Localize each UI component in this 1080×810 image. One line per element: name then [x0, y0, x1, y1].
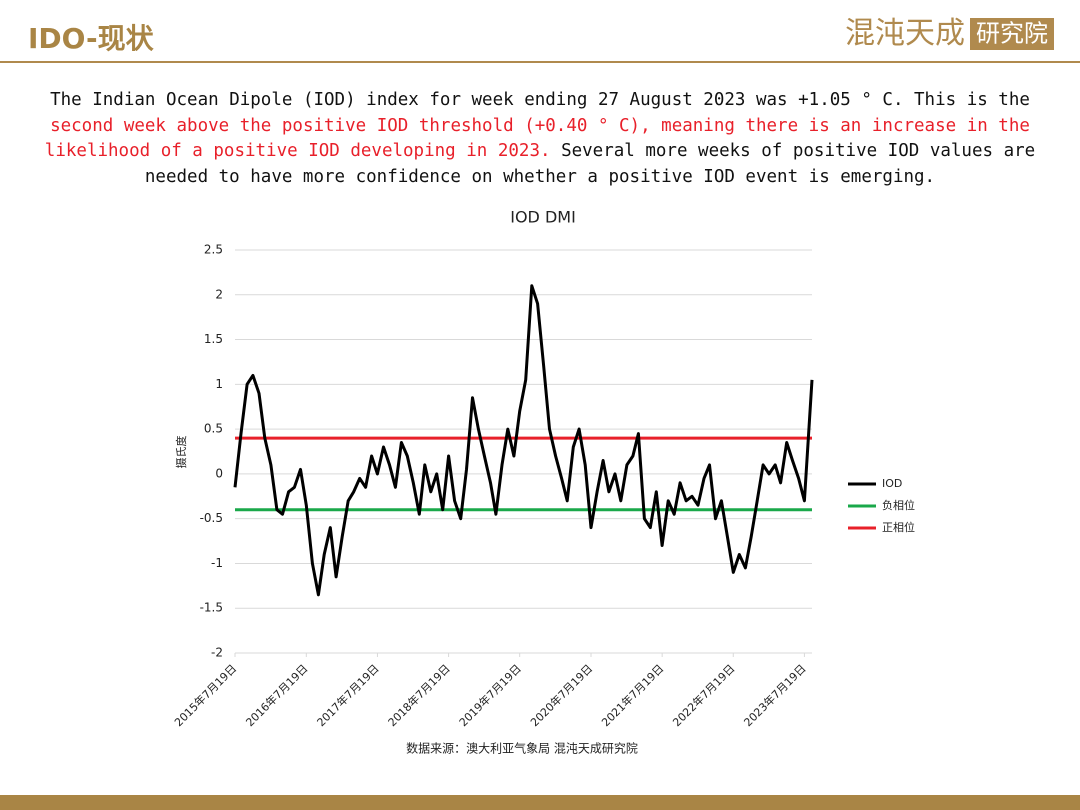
header-title: IDO-现状: [28, 22, 155, 55]
description: The Indian Ocean Dipole (IOD) index for …: [40, 88, 1040, 190]
x-tick-label: 2019年7月19日: [456, 661, 524, 729]
x-tick-label: 2016年7月19日: [243, 661, 311, 729]
text-segment: Several more weeks of positive IOD value…: [144, 141, 1036, 187]
x-tick-label: 2023年7月19日: [741, 661, 809, 729]
y-tick-label: 1: [215, 377, 223, 391]
x-tick-label: 2021年7月19日: [599, 661, 667, 729]
source: 数据来源：澳大利亚气象局 混沌天成研究院: [406, 741, 638, 756]
logo: 混沌天成: [845, 16, 965, 51]
chart-title: IOD DMI: [510, 208, 576, 227]
logo-box: [970, 18, 1054, 50]
y-tick-label: 2: [215, 287, 223, 301]
legend-label: IOD: [882, 477, 902, 490]
y-tick-label: 0.5: [204, 422, 223, 436]
text-segment: The Indian Ocean Dipole (IOD) index for …: [50, 90, 1030, 110]
footer-bar: [0, 795, 1080, 810]
legend-label: 正相位: [882, 520, 915, 534]
data-line: [233, 284, 814, 597]
y-tick-label: 0: [215, 466, 223, 480]
x-tick-label: 2017年7月19日: [314, 661, 382, 729]
x-tick-label: 2022年7月19日: [670, 661, 738, 729]
text-segment: second week above the positive IOD thres…: [44, 115, 1030, 162]
y-tick-label: -1: [211, 556, 223, 570]
y-tick-label: -0.5: [200, 511, 223, 525]
x-tick-label: 2018年7月19日: [385, 661, 453, 729]
y-tick-label: -2: [211, 646, 223, 660]
y-tick-label: 1.5: [204, 332, 223, 346]
y-tick-label: -1.5: [200, 601, 223, 615]
y-tick-label: 2.5: [204, 243, 223, 257]
y-axis-label: 摄氏度: [174, 436, 188, 469]
legend-label: 负相位: [882, 498, 915, 512]
x-tick-label: 2020年7月19日: [527, 661, 595, 729]
x-tick-label: 2015年7月19日: [171, 661, 239, 729]
logo-box-text: 研究院: [976, 20, 1048, 48]
